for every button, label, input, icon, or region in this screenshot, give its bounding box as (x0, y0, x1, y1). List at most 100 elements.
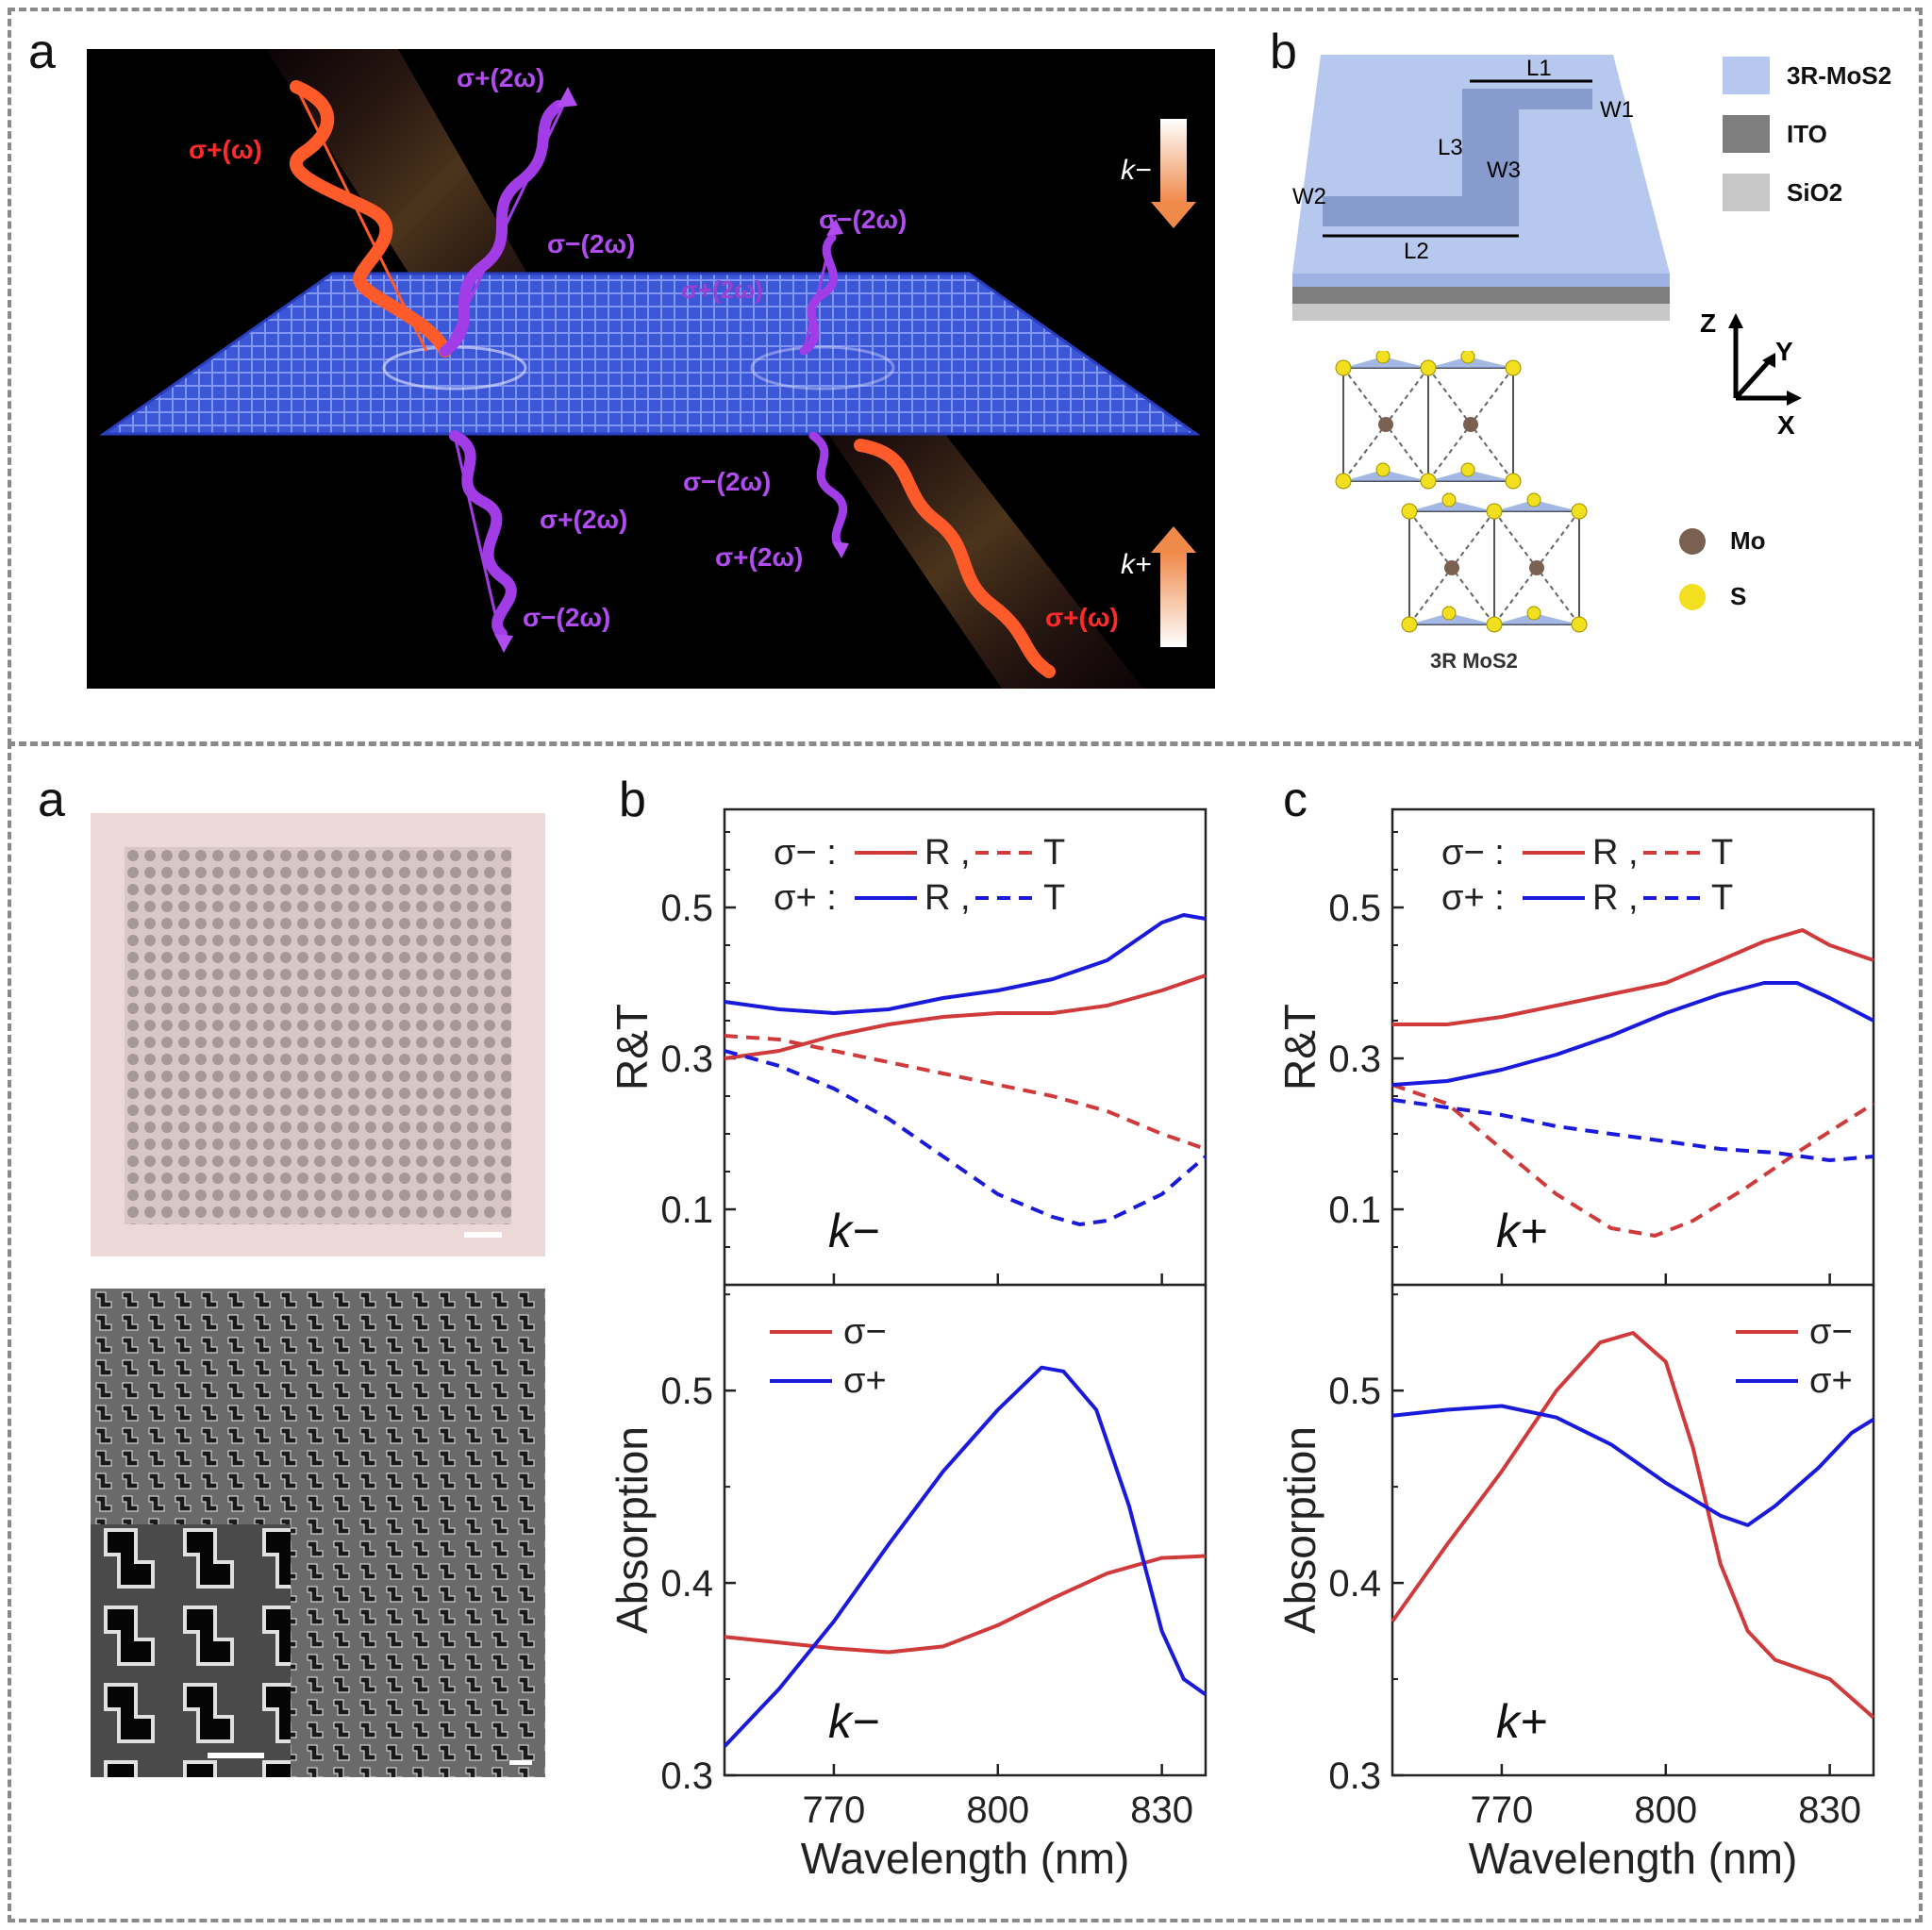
coordinate-axes: Z Y X (1700, 308, 1802, 440)
atom-legend: Mo S (1679, 526, 1766, 611)
crystal-label: 3R MoS2 (1430, 649, 1518, 673)
chart-b-reflectance-transmission: 0.1 0.3 0.5 R&T k− σ− : R , Tσ+ : R , T (608, 807, 1208, 1287)
legend-label: σ+ (843, 1361, 887, 1401)
axis-x: X (1777, 410, 1795, 440)
series-line (1391, 1083, 1875, 1238)
bottom-figure-frame (8, 741, 1923, 1922)
k-minus-arrow-shaft (1160, 119, 1187, 202)
z-groove (1323, 89, 1592, 226)
legend-symbol: σ+ : (774, 878, 837, 918)
glow-right (750, 345, 895, 391)
series-line (1391, 981, 1874, 1087)
label-sigma-plus-2w-refl: σ+(2ω) (457, 63, 544, 92)
y-axis-label: R&T (1275, 1004, 1324, 1090)
panel-letter-c-bottom: c (1283, 773, 1307, 827)
label-sigma-plus-omega-in: σ+(ω) (189, 135, 262, 164)
label-sigma-plus-2w-right-below: σ+(2ω) (715, 542, 803, 572)
legend-r-label: R , (1592, 833, 1639, 873)
k-minus-arrow-head (1151, 202, 1196, 228)
label-sigma-minus-2w-refl: σ−(2ω) (547, 229, 635, 258)
series-line (1391, 1404, 1875, 1527)
y-tick-label: 0.3 (660, 1755, 713, 1797)
legend-t-label: T (1711, 878, 1733, 918)
k-plus-arrow-head (1151, 526, 1196, 553)
dim-L1: L1 (1526, 56, 1552, 81)
x-tick-label: 770 (803, 1789, 866, 1831)
sem-inset (91, 1524, 291, 1777)
y-tick-label: 0.4 (1328, 1563, 1381, 1605)
layer-legend: 3R-MoS2 ITO SiO2 (1723, 57, 1891, 211)
series-line (724, 973, 1207, 1060)
scale-bar-optical (464, 1232, 502, 1238)
y-tick-label: 0.3 (1328, 1755, 1381, 1797)
y-tick-label: 0.1 (1328, 1190, 1381, 1231)
k-annotation: k+ (1496, 1205, 1547, 1257)
y-axis-label: Absorption (1275, 1426, 1324, 1634)
series-line (724, 1554, 1207, 1655)
label-sigma-plus-2w-below: σ+(2ω) (540, 505, 627, 534)
y-tick-label: 0.5 (1328, 888, 1381, 929)
x-tick-label: 830 (1798, 1789, 1861, 1831)
k-annotation: k+ (1496, 1695, 1547, 1748)
series-line (1391, 1098, 1874, 1162)
k-annotation: k− (828, 1695, 879, 1748)
crystal-structure: 3R MoS2 (1335, 351, 1588, 673)
axis-y: Y (1775, 337, 1793, 366)
legend-r-label: R , (924, 833, 971, 873)
series-line (724, 1049, 1208, 1226)
legend-label: σ− (843, 1312, 887, 1352)
transmitted-beam (804, 398, 1143, 689)
y-tick-label: 0.1 (660, 1190, 713, 1231)
y-tick-label: 0.3 (660, 1039, 713, 1080)
legend-symbol: σ− : (1441, 833, 1505, 873)
axis-z: Z (1700, 308, 1716, 338)
dim-L3: L3 (1438, 135, 1463, 160)
panel-letter-b-bottom: b (619, 773, 646, 827)
x-axis-label: Wavelength (nm) (1469, 1834, 1798, 1883)
legend-swatch-sio2 (1723, 174, 1770, 211)
atom-label-mo: Mo (1730, 526, 1766, 555)
y-tick-label: 0.5 (660, 1371, 713, 1412)
sem-image (91, 1289, 545, 1777)
panel-letter-b-top: b (1270, 25, 1297, 79)
transmitted-helix-right (808, 431, 848, 554)
slab-sio2-side (1292, 304, 1670, 321)
transmitted-helix-left (449, 430, 517, 640)
y-tick-label: 0.5 (1328, 1371, 1381, 1412)
transmitted-red-helix (854, 439, 1056, 678)
dim-W1: W1 (1600, 97, 1634, 123)
y-tick-label: 0.3 (1328, 1039, 1381, 1080)
legend-swatch-mos2 (1723, 57, 1770, 94)
metasurface-plane (99, 272, 1201, 436)
x-tick-label: 770 (1471, 1789, 1534, 1831)
y-axis-label: Absorption (608, 1426, 657, 1634)
panel-letter-a-top: a (28, 25, 56, 79)
k-annotation: k− (828, 1205, 879, 1257)
dim-W3: W3 (1487, 158, 1521, 183)
label-sigma-plus-omega-out: σ+(ω) (1045, 603, 1119, 632)
metasurface-array-optical (125, 847, 511, 1224)
x-tick-label: 830 (1130, 1789, 1193, 1831)
label-k-minus: k− (1121, 155, 1152, 186)
chirality-illustration: σ+(ω) σ+(2ω) σ−(2ω) σ−(2ω) σ+(2ω) k− σ−(… (87, 49, 1215, 689)
x-tick-label: 800 (966, 1789, 1029, 1831)
legend-label-ito: ITO (1787, 119, 1827, 148)
legend-symbol: σ− : (774, 833, 837, 873)
legend-t-label: T (1711, 833, 1733, 873)
label-sigma-minus-2w-right: σ−(2ω) (819, 205, 907, 234)
legend-label-mos2: 3R-MoS2 (1787, 60, 1892, 90)
slab-mos2-side (1292, 274, 1670, 287)
legend-symbol: σ+ : (1441, 878, 1505, 918)
unit-cell-schematic: L1 W1 L3 W3 W2 L2 (1292, 55, 1670, 321)
plot-frame (723, 1285, 1208, 1777)
mo-atom-icon (1679, 527, 1706, 555)
legend-t-label: T (1043, 833, 1065, 873)
x-axis-label: Wavelength (nm) (801, 1834, 1130, 1883)
legend-label: σ+ (1809, 1361, 1853, 1401)
series-line (723, 1365, 1208, 1748)
x-tick-label: 800 (1634, 1789, 1697, 1831)
legend-r-label: R , (1592, 878, 1639, 918)
series-line (724, 1034, 1207, 1151)
